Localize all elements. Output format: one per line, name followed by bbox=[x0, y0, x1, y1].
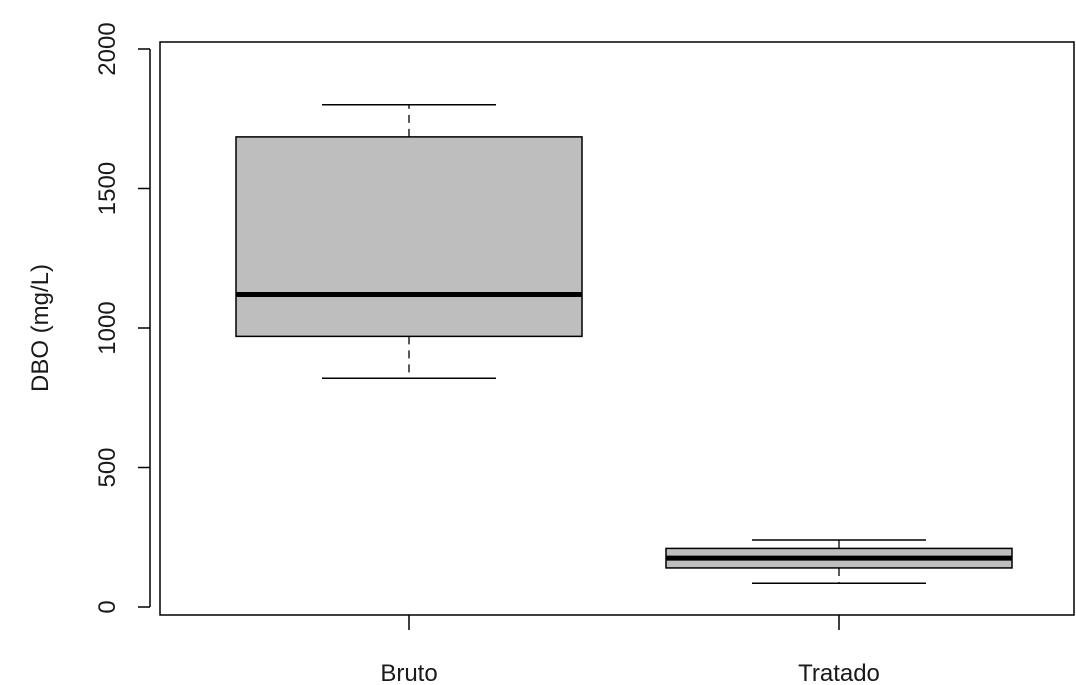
y-tick-label: 1500 bbox=[94, 162, 121, 215]
y-axis-title: DBO (mg/L) bbox=[27, 264, 54, 392]
y-axis: 0 500 1000 1500 2000 bbox=[94, 22, 151, 614]
plot-frame bbox=[159, 41, 1075, 616]
y-tick-label: 2000 bbox=[94, 22, 121, 75]
y-tick-label: 0 bbox=[94, 600, 121, 613]
x-tick-label: Bruto bbox=[380, 660, 437, 685]
boxes bbox=[235, 104, 1013, 585]
x-axis: Bruto Tratado bbox=[380, 615, 880, 685]
iqr-box bbox=[235, 136, 583, 338]
y-tick-label: 1000 bbox=[94, 301, 121, 354]
x-tick-label: Tratado bbox=[798, 660, 880, 685]
box-bruto bbox=[235, 104, 583, 379]
box-tratado bbox=[665, 539, 1013, 585]
y-tick-label: 500 bbox=[94, 447, 121, 487]
